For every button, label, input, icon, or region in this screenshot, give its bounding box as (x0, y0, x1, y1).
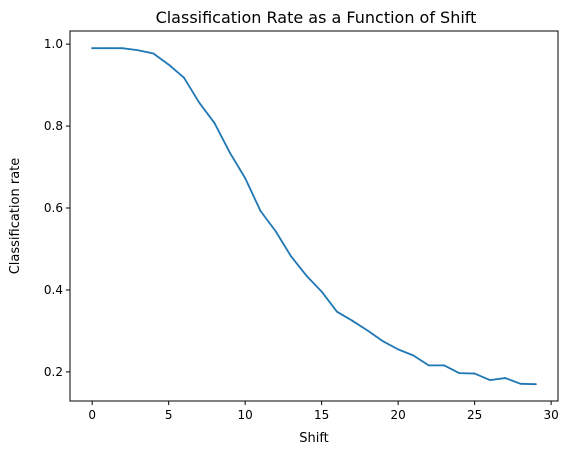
data-point (504, 377, 507, 379)
x-tick-label: 10 (238, 408, 253, 422)
y-axis: 0.2 0.4 0.6 0.8 1.0 (44, 37, 70, 379)
data-point (121, 47, 124, 50)
data-point (397, 348, 400, 351)
data-point (137, 49, 139, 52)
y-tick-label: 0.6 (44, 201, 63, 215)
x-axis-label: Shift (299, 431, 329, 446)
x-tick-label: 15 (314, 408, 329, 422)
series-line (91, 47, 537, 386)
data-point (305, 274, 308, 277)
x-tick-label: 5 (165, 408, 173, 422)
data-point (519, 382, 522, 385)
y-axis-label: Classification rate (8, 158, 23, 275)
chart-title: Classification Rate as a Function of Shi… (156, 8, 477, 27)
x-tick-label: 25 (467, 408, 482, 422)
data-point (473, 372, 476, 375)
plot-area (69, 30, 559, 402)
x-tick-label: 30 (543, 408, 558, 422)
data-point (427, 364, 430, 367)
data-point (412, 354, 415, 357)
data-point (351, 319, 354, 322)
data-point (274, 230, 277, 233)
data-point (259, 209, 262, 212)
data-point (106, 47, 109, 50)
data-point (320, 290, 323, 293)
data-point (336, 310, 338, 313)
data-point (244, 177, 247, 179)
y-tick-label: 1.0 (44, 37, 63, 51)
data-point (381, 340, 384, 343)
data-point (91, 47, 94, 50)
data-point (366, 329, 369, 332)
data-point (228, 151, 231, 154)
data-point (152, 52, 155, 55)
x-tick-label: 0 (88, 408, 96, 422)
y-tick-label: 0.8 (44, 119, 63, 133)
data-point (167, 63, 170, 66)
data-points (91, 47, 537, 386)
data-point (213, 122, 216, 125)
data-point (290, 255, 292, 258)
data-point (198, 101, 201, 104)
x-tick-label: 20 (390, 408, 405, 422)
data-point (183, 76, 185, 79)
data-point (443, 364, 445, 367)
data-point (534, 383, 537, 386)
data-point (489, 379, 491, 382)
y-tick-label: 0.2 (44, 365, 63, 379)
data-point (458, 372, 461, 375)
y-tick-label: 0.4 (44, 283, 63, 297)
x-axis: 0 5 10 15 20 25 30 (88, 401, 559, 422)
